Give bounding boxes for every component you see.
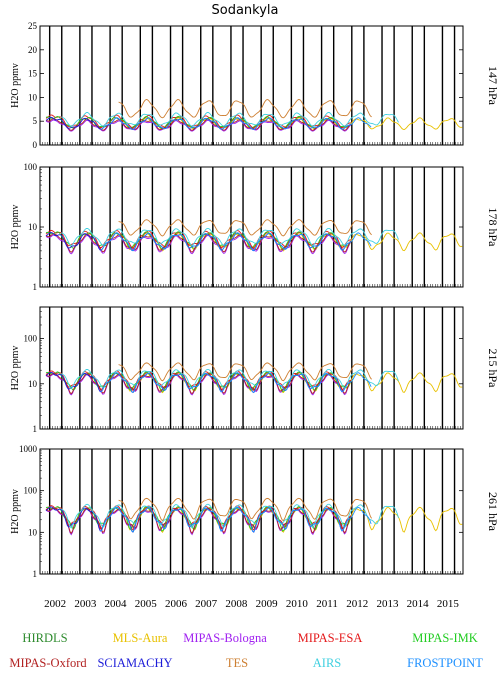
y-tick-label: 100 bbox=[24, 334, 38, 344]
series-line-airs bbox=[60, 503, 399, 529]
series-line-tes bbox=[118, 362, 372, 382]
x-year-label: 2009 bbox=[256, 598, 279, 610]
y-axis-label: H2O ppmv bbox=[10, 489, 21, 534]
legend-entry: TES bbox=[226, 656, 248, 670]
y-axis-label: H2O ppmv bbox=[10, 63, 21, 108]
legend: HIRDLS MLS-Aura MIPAS-Bologna MIPAS-ESA MIPA… bbox=[9, 631, 483, 670]
legend-entry: MIPAS-Bologna bbox=[183, 631, 267, 645]
x-year-label: 2007 bbox=[195, 598, 218, 610]
x-year-label: 2012 bbox=[346, 598, 368, 610]
legend-entry: MIPAS-Oxford bbox=[9, 656, 87, 670]
legend-entry: MLS-Aura bbox=[113, 631, 168, 645]
legend-entry: AIRS bbox=[313, 656, 342, 670]
series-line-airs bbox=[60, 368, 399, 389]
y-tick-label: 10 bbox=[28, 92, 38, 102]
series-line-tes bbox=[118, 99, 372, 119]
series-line-frostpoint bbox=[100, 232, 372, 252]
panel-frame bbox=[39, 448, 464, 575]
y-axis-label: H2O ppmv bbox=[10, 346, 21, 391]
pressure-label: 261 hPa bbox=[486, 492, 500, 532]
legend-entry: SCIAMACHY bbox=[97, 656, 172, 670]
x-year-label: 2004 bbox=[105, 598, 128, 610]
y-tick-label: 100 bbox=[24, 486, 38, 496]
x-year-label: 2015 bbox=[437, 598, 460, 610]
legend-entry: MIPAS-IMK bbox=[412, 631, 478, 645]
legend-entry: FROSTPOINT bbox=[407, 656, 483, 670]
legend-entry: HIRDLS bbox=[22, 631, 67, 645]
y-tick-label: 100 bbox=[24, 162, 38, 172]
x-year-label: 2002 bbox=[44, 598, 66, 610]
y-tick-label: 1 bbox=[33, 282, 38, 292]
x-year-label: 2008 bbox=[225, 598, 248, 610]
series-line-airs bbox=[60, 227, 399, 247]
y-tick-label: 1000 bbox=[19, 444, 38, 454]
y-tick-label: 1 bbox=[33, 424, 38, 434]
series-line-mipas-imk bbox=[45, 371, 352, 392]
series-line-tes bbox=[118, 219, 372, 237]
x-year-label: 2014 bbox=[407, 598, 430, 610]
series-line-frostpoint bbox=[100, 506, 372, 533]
x-year-label: 2010 bbox=[286, 598, 309, 610]
y-tick-label: 10 bbox=[28, 379, 38, 389]
panel-frame bbox=[39, 306, 464, 430]
x-year-label: 2003 bbox=[74, 598, 97, 610]
y-tick-label: 1 bbox=[33, 569, 38, 579]
panel-1: 0 5 10 15 20 25 H2O ppmv 147 hPa bbox=[10, 21, 500, 150]
y-axis-label: H2O ppmv bbox=[10, 205, 21, 250]
series-line-mipas-esa bbox=[45, 505, 351, 531]
panel-4: 1 10 100 1000 H2O ppmv 261 hPa bbox=[10, 444, 500, 579]
legend-entry: MIPAS-ESA bbox=[298, 631, 363, 645]
x-year-label: 2011 bbox=[316, 598, 338, 610]
panel-2: 1 10 100 H2O ppmv 178 hPa bbox=[10, 162, 500, 292]
pressure-label: 178 hPa bbox=[486, 208, 500, 248]
chart-title: Sodankyla bbox=[212, 3, 279, 18]
x-year-label: 2006 bbox=[165, 598, 188, 610]
panel-frame bbox=[39, 166, 464, 288]
pressure-label: 147 hPa bbox=[486, 66, 500, 106]
pressure-label: 215 hPa bbox=[486, 349, 500, 389]
series-line-frostpoint bbox=[100, 372, 372, 393]
year-labels: 2002 2003 2004 2005 2006 2007 2008 2009 2010 2011… bbox=[44, 598, 459, 610]
y-tick-label: 15 bbox=[28, 69, 38, 79]
y-tick-label: 25 bbox=[28, 21, 38, 31]
x-year-label: 2013 bbox=[376, 598, 399, 610]
x-year-label: 2005 bbox=[135, 598, 158, 610]
y-tick-label: 10 bbox=[28, 222, 38, 232]
y-tick-label: 5 bbox=[33, 116, 38, 126]
series-line-tes bbox=[118, 497, 372, 522]
y-tick-label: 0 bbox=[33, 140, 38, 150]
y-tick-label: 20 bbox=[28, 45, 38, 55]
y-tick-label: 10 bbox=[28, 527, 38, 537]
series-line-frostpoint bbox=[100, 117, 372, 130]
series-line-airs bbox=[60, 112, 399, 127]
